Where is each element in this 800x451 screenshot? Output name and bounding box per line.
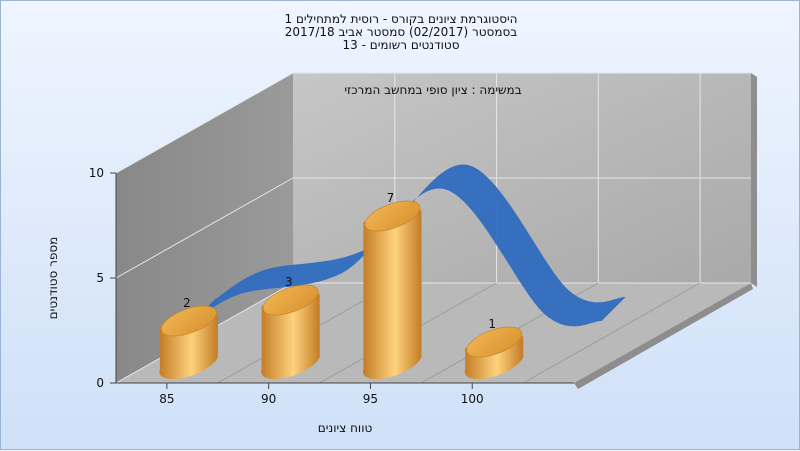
x-axis-label: טווח ציונים xyxy=(318,421,373,435)
series-ribbon xyxy=(190,164,626,327)
x-tick-label: 85 xyxy=(159,392,174,406)
bar-95: 7 xyxy=(362,191,422,380)
chart-title-line-2: בסמסטר (02/2017) סמסטר אביב 2017/18 xyxy=(285,25,517,39)
bar-85: 2 xyxy=(159,296,218,380)
bar-top xyxy=(262,284,319,316)
y-tick-label: 5 xyxy=(96,271,104,285)
y-ticks: 0 5 10 xyxy=(89,166,116,390)
floor-edge xyxy=(574,283,753,389)
x-tick-label: 100 xyxy=(461,392,484,406)
bars-layer: 2 3 7 1 xyxy=(159,191,524,380)
grid-line-left-10 xyxy=(115,72,294,174)
grid-line-left-5 xyxy=(115,177,294,279)
bar-data-label: 7 xyxy=(387,191,395,205)
bar-data-label: 1 xyxy=(488,317,496,331)
y-tick-label: 0 xyxy=(96,376,104,390)
bar-top xyxy=(161,305,217,337)
bar-90: 3 xyxy=(261,275,320,380)
chart-title-line-3: סטודנטים רשומים - 13 xyxy=(342,38,459,52)
ribbon-layer xyxy=(190,164,626,327)
bar-data-label: 3 xyxy=(285,275,293,289)
bar-top xyxy=(364,200,421,232)
bar-body xyxy=(362,210,422,380)
chart-subtitle: במשימה : ציון סופי במחשב המרכזי xyxy=(344,83,521,97)
y-axis-label: מספר סטודנטים xyxy=(46,237,60,320)
chart-title-line-1: היסטוגרמת ציונים בקורס - רוסית למתחילים … xyxy=(284,12,517,26)
back-wall-shadow xyxy=(751,73,757,287)
x-tick-label: 95 xyxy=(363,392,378,406)
x-tick-label: 90 xyxy=(261,392,276,406)
y-tick-label: 10 xyxy=(89,166,104,180)
grid-line-floor xyxy=(522,282,701,384)
x-ticks: 85 90 95 100 xyxy=(159,383,484,406)
bar-data-label: 2 xyxy=(183,296,191,310)
bar-100: 1 xyxy=(464,317,524,380)
bar-top xyxy=(466,326,523,358)
